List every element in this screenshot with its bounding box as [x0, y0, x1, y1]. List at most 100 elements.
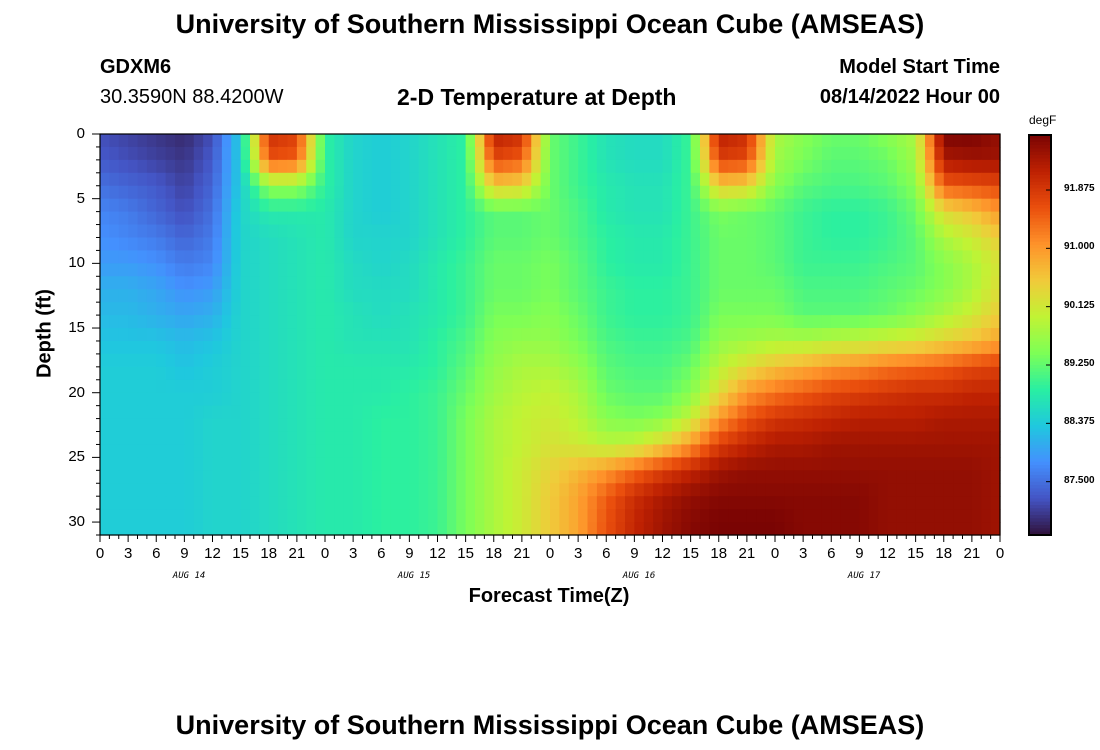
- heatmap-cell: [503, 289, 514, 303]
- heatmap-cell: [775, 276, 785, 290]
- heatmap-cell: [212, 392, 223, 407]
- heatmap-cell: [793, 134, 804, 148]
- heatmap-cell: [709, 457, 720, 471]
- heatmap-cell: [625, 224, 635, 239]
- heatmap-cell: [840, 185, 851, 200]
- heatmap-cell: [109, 483, 120, 497]
- heatmap-cell: [671, 509, 682, 523]
- heatmap-cell: [465, 496, 476, 510]
- heatmap-cell: [821, 379, 832, 394]
- heatmap-cell: [240, 289, 251, 303]
- heatmap-cell: [409, 224, 420, 239]
- heatmap-cell: [831, 172, 842, 187]
- heatmap-cell: [568, 418, 579, 433]
- heatmap-cell: [578, 418, 589, 433]
- heatmap-cell: [268, 302, 279, 316]
- heatmap-cell: [325, 185, 335, 200]
- heatmap-cell: [418, 431, 429, 446]
- heatmap-cell: [653, 198, 664, 213]
- heatmap-cell: [203, 224, 214, 239]
- heatmap-cell: [803, 522, 814, 536]
- heatmap-cell: [437, 509, 448, 523]
- heatmap-cell: [156, 172, 167, 187]
- heatmap-cell: [568, 224, 579, 239]
- heatmap-cell: [484, 509, 495, 523]
- heatmap-cell: [362, 198, 373, 213]
- heatmap-cell: [681, 470, 692, 484]
- heatmap-cell: [662, 483, 673, 497]
- heatmap-cell: [943, 185, 954, 200]
- heatmap-cell: [840, 353, 851, 368]
- heatmap-cell: [437, 211, 448, 226]
- heatmap-cell: [165, 431, 176, 446]
- heatmap-cell: [531, 353, 542, 368]
- heatmap-cell: [231, 418, 242, 433]
- heatmap-cell: [868, 444, 879, 458]
- colorbar-segment: [1029, 248, 1051, 253]
- heatmap-cell: [296, 431, 307, 446]
- heatmap-cell: [718, 198, 729, 213]
- heatmap-cell: [456, 366, 467, 381]
- heatmap-cell: [662, 353, 673, 368]
- heatmap-cell: [821, 198, 832, 213]
- heatmap-cell: [156, 418, 167, 433]
- heatmap-cell: [259, 509, 270, 523]
- heatmap-cell: [418, 483, 429, 497]
- heatmap-cell: [653, 340, 664, 355]
- heatmap-cell: [240, 483, 251, 497]
- heatmap-cell: [681, 250, 692, 264]
- heatmap-cell: [325, 496, 335, 510]
- heatmap-cell: [559, 224, 570, 239]
- heatmap-cell: [775, 185, 785, 200]
- heatmap-cell: [325, 522, 335, 536]
- heatmap-cell: [634, 250, 645, 264]
- heatmap-cell: [540, 405, 551, 420]
- heatmap-cell: [231, 289, 242, 303]
- heatmap-cell: [268, 379, 279, 394]
- heatmap-cell: [840, 211, 851, 226]
- heatmap-cell: [353, 392, 364, 407]
- heatmap-cell: [371, 237, 382, 252]
- heatmap-cell: [643, 198, 654, 213]
- heatmap-cell: [446, 470, 457, 484]
- heatmap-cell: [681, 263, 692, 277]
- heatmap-cell: [287, 470, 298, 484]
- heatmap-cell: [203, 198, 214, 213]
- heatmap-cell: [456, 522, 467, 536]
- colorbar-segment: [1029, 168, 1051, 173]
- heatmap-cell: [943, 146, 954, 161]
- heatmap-cell: [953, 276, 964, 290]
- heatmap-cell: [718, 211, 729, 226]
- heatmap-cell: [962, 211, 973, 226]
- heatmap-cell: [803, 483, 814, 497]
- heatmap-cell: [343, 134, 354, 148]
- heatmap-cell: [634, 289, 645, 303]
- heatmap-cell: [606, 315, 617, 329]
- heatmap-cell: [934, 250, 945, 264]
- heatmap-cell: [353, 328, 364, 342]
- heatmap-cell: [409, 431, 420, 446]
- heatmap-cell: [465, 289, 476, 303]
- heatmap-cell: [887, 340, 898, 355]
- heatmap-cell: [943, 276, 954, 290]
- heatmap-cell: [765, 392, 776, 407]
- heatmap-cell: [718, 392, 729, 407]
- heatmap-cell: [653, 250, 664, 264]
- heatmap-cell: [446, 379, 457, 394]
- heatmap-cell: [700, 289, 710, 303]
- heatmap-cell: [268, 496, 279, 510]
- heatmap-cell: [456, 496, 467, 510]
- heatmap-cell: [737, 496, 748, 510]
- heatmap-cell: [821, 483, 832, 497]
- heatmap-cell: [118, 198, 129, 213]
- heatmap-cell: [371, 353, 382, 368]
- heatmap-cell: [831, 483, 842, 497]
- heatmap-cell: [146, 159, 157, 174]
- heatmap-cell: [484, 146, 495, 161]
- heatmap-cell: [878, 302, 889, 316]
- heatmap-cell: [175, 185, 185, 200]
- heatmap-cell: [484, 198, 495, 213]
- heatmap-cell: [653, 263, 664, 277]
- heatmap-cell: [821, 159, 832, 174]
- heatmap-cell: [568, 134, 579, 148]
